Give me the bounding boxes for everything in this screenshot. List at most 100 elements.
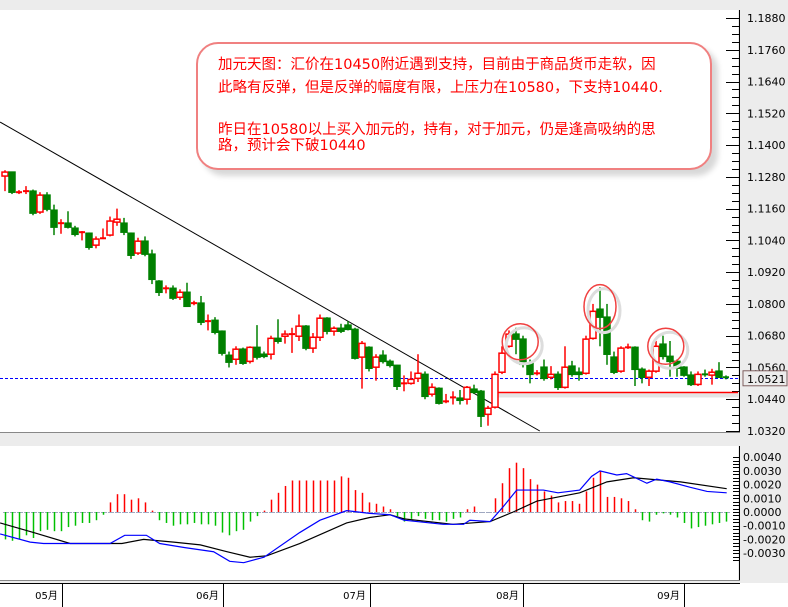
candle	[302, 325, 310, 351]
price-tick-label: 1.0680	[747, 330, 786, 343]
time-tick-label: 06月	[196, 590, 219, 602]
candle-body	[267, 337, 275, 355]
candle	[8, 171, 16, 195]
candle	[582, 335, 590, 375]
candle	[393, 364, 401, 390]
support-line-shadow	[497, 393, 738, 398]
time-axis-panel	[0, 583, 788, 607]
candle	[575, 367, 583, 381]
candle	[85, 232, 93, 250]
highlight-circle-shadow	[504, 326, 544, 366]
candle-body	[540, 366, 548, 380]
candle	[596, 287, 604, 347]
candle	[148, 249, 156, 285]
annotation-line: 加元天图：汇价在10450附近遇到支持，目前由于商品货币走软，因	[218, 57, 656, 73]
candle	[337, 323, 345, 334]
candle	[443, 393, 449, 404]
candle-body	[71, 227, 79, 236]
candle	[191, 300, 197, 306]
candle	[470, 384, 478, 394]
candle-body	[715, 370, 723, 379]
candle-body	[554, 373, 562, 389]
candle-body	[694, 373, 702, 386]
candle-body	[113, 218, 121, 223]
candle-body	[659, 343, 667, 358]
candle	[723, 375, 729, 380]
annotation-line: 昨日在10580以上买入加元的，持有，对于加元，仍是逢高吸纳的思	[218, 122, 656, 138]
candle	[71, 225, 79, 237]
candle	[169, 285, 177, 300]
time-tick-label: 07月	[343, 590, 366, 602]
candle	[183, 282, 191, 308]
candle	[176, 289, 184, 300]
candle	[414, 354, 422, 383]
candle	[617, 346, 625, 373]
candle	[120, 217, 128, 236]
current-price-box	[742, 370, 788, 387]
candle	[23, 186, 29, 195]
price-tick-label: 1.1160	[747, 203, 786, 216]
candle	[58, 219, 64, 234]
candle	[253, 325, 261, 360]
candle	[43, 192, 51, 212]
candle	[92, 236, 100, 249]
price-tick-label: 1.1400	[747, 139, 786, 152]
candle	[498, 346, 506, 375]
candle	[358, 340, 366, 389]
candle-body	[169, 287, 177, 299]
price-tick-label: 1.1880	[747, 12, 786, 25]
time-tick-label: 09月	[657, 590, 680, 602]
candle	[512, 327, 520, 355]
candle-body	[645, 370, 653, 379]
candle-body	[365, 346, 373, 370]
candle-body	[176, 291, 184, 299]
annotation-line: 此略有反弹，但是反弹的幅度有限，上压力在10580，下支持10440.	[218, 80, 663, 96]
candle-body	[141, 240, 149, 255]
macd-tick-label: 0.0010	[743, 492, 782, 505]
analysis-annotation-box: 加元天图：汇价在10450附近遇到支持，目前由于商品货币走软，因 此略有反弹，但…	[196, 42, 712, 170]
price-tick-label: 1.1760	[747, 44, 786, 57]
candle-body	[491, 373, 499, 408]
candle-body	[596, 308, 604, 318]
annotation-line: 路，预计会下破10440	[218, 138, 366, 154]
candle-body	[197, 302, 205, 323]
candle-body	[435, 387, 443, 404]
candle	[323, 317, 331, 335]
candle	[246, 346, 254, 364]
macd-tick-label: 0.0020	[743, 479, 782, 492]
candle	[232, 346, 240, 365]
macd-tick-label: 0.0000	[743, 506, 782, 519]
candle-body	[477, 390, 485, 417]
macd-line	[0, 470, 727, 564]
candle-body	[547, 373, 555, 379]
candle	[659, 335, 667, 360]
candle	[106, 216, 114, 237]
price-tick-label: 1.1640	[747, 76, 786, 89]
candle	[225, 351, 233, 368]
candle-body	[323, 317, 331, 332]
candle-body	[638, 368, 646, 379]
candle-body	[302, 325, 310, 349]
candle	[666, 340, 674, 377]
candle-body	[274, 337, 282, 343]
price-tick-label: 1.1280	[747, 171, 786, 184]
candle	[547, 366, 555, 380]
candle	[372, 354, 380, 381]
candle-body	[239, 348, 247, 364]
time-tick-label: 05月	[35, 590, 58, 602]
candle	[631, 346, 639, 386]
candle-body	[393, 364, 401, 388]
candle	[638, 367, 646, 384]
candle	[401, 375, 407, 392]
candle-body	[708, 371, 716, 376]
candle-body	[603, 316, 611, 355]
candle	[141, 236, 149, 257]
candle-body	[134, 240, 142, 254]
candle	[561, 346, 569, 389]
candle-body	[666, 355, 674, 363]
macd-tick-label: -0.0010	[743, 520, 785, 533]
candle-body	[232, 348, 240, 361]
candle	[330, 326, 338, 336]
candle	[715, 362, 723, 379]
candle-body	[687, 374, 695, 386]
